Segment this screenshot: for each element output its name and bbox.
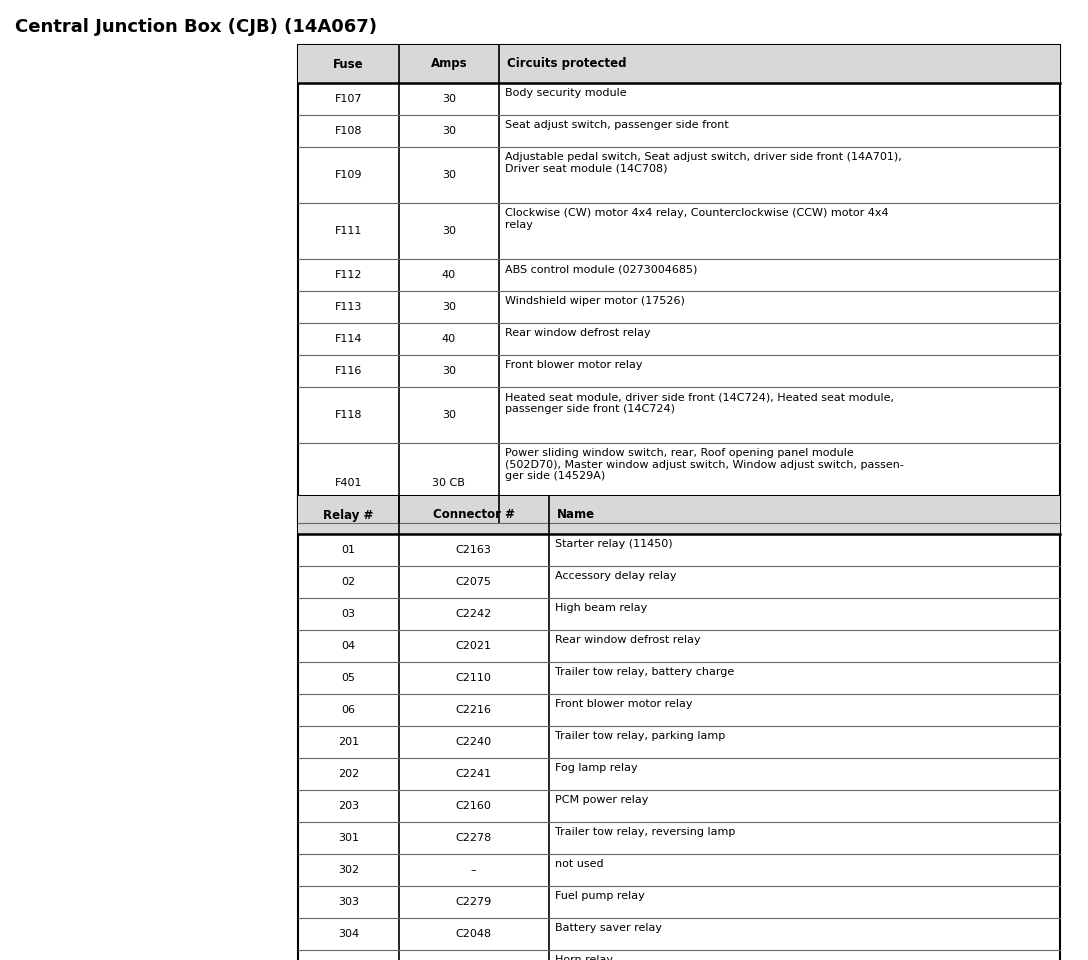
Text: F112: F112 <box>334 270 362 280</box>
Text: Clockwise (CW) motor 4x4 relay, Counterclockwise (CCW) motor 4x4
relay: Clockwise (CW) motor 4x4 relay, Counterc… <box>505 208 889 229</box>
Text: Starter relay (11450): Starter relay (11450) <box>555 539 672 549</box>
Text: F401: F401 <box>334 478 362 488</box>
Text: Rear window defrost relay: Rear window defrost relay <box>505 328 651 338</box>
Text: Power sliding window switch, rear, Roof opening panel module
(502D70), Master wi: Power sliding window switch, rear, Roof … <box>505 448 904 481</box>
Text: 30: 30 <box>442 226 456 236</box>
Text: C2279: C2279 <box>456 897 492 907</box>
Text: C2242: C2242 <box>456 609 492 619</box>
Text: C2216: C2216 <box>456 705 492 715</box>
Text: Horn relay: Horn relay <box>555 955 613 960</box>
Text: Connector #: Connector # <box>433 509 515 521</box>
Text: F109: F109 <box>334 170 362 180</box>
Text: –: – <box>471 865 477 875</box>
Text: Trailer tow relay, parking lamp: Trailer tow relay, parking lamp <box>555 731 725 741</box>
Text: Trailer tow relay, battery charge: Trailer tow relay, battery charge <box>555 667 734 677</box>
Text: Front blower motor relay: Front blower motor relay <box>505 360 643 370</box>
Text: 30: 30 <box>442 94 456 104</box>
Text: 40: 40 <box>442 334 456 344</box>
Text: Fog lamp relay: Fog lamp relay <box>555 763 638 773</box>
Text: F116: F116 <box>335 366 362 376</box>
Text: Trailer tow relay, reversing lamp: Trailer tow relay, reversing lamp <box>555 827 735 837</box>
Text: 06: 06 <box>342 705 356 715</box>
Text: Fuse: Fuse <box>333 58 363 70</box>
Text: High beam relay: High beam relay <box>555 603 647 613</box>
Text: F118: F118 <box>334 410 362 420</box>
Text: 03: 03 <box>342 609 356 619</box>
Text: 30: 30 <box>442 366 456 376</box>
Text: Seat adjust switch, passenger side front: Seat adjust switch, passenger side front <box>505 120 729 130</box>
Text: Adjustable pedal switch, Seat adjust switch, driver side front (14A701),
Driver : Adjustable pedal switch, Seat adjust swi… <box>505 152 902 174</box>
Text: 303: 303 <box>337 897 359 907</box>
Text: Front blower motor relay: Front blower motor relay <box>555 699 692 709</box>
Text: 302: 302 <box>337 865 359 875</box>
Text: Circuits protected: Circuits protected <box>507 58 627 70</box>
Text: 01: 01 <box>342 545 356 555</box>
Text: F114: F114 <box>334 334 362 344</box>
Bar <box>298 45 1060 523</box>
Bar <box>298 45 1060 83</box>
Text: C2163: C2163 <box>456 545 492 555</box>
Text: 202: 202 <box>337 769 359 779</box>
Text: C2075: C2075 <box>456 577 492 587</box>
Text: Body security module: Body security module <box>505 88 627 98</box>
Text: Amps: Amps <box>431 58 467 70</box>
Text: F108: F108 <box>334 126 362 136</box>
Text: Rear window defrost relay: Rear window defrost relay <box>555 635 701 645</box>
Text: Fuel pump relay: Fuel pump relay <box>555 891 644 901</box>
Text: F111: F111 <box>335 226 362 236</box>
Text: C2160: C2160 <box>456 801 492 811</box>
Bar <box>298 496 1060 960</box>
Bar <box>298 496 1060 534</box>
Text: Heated seat module, driver side front (14C724), Heated seat module,
passenger si: Heated seat module, driver side front (1… <box>505 392 894 414</box>
Text: 30: 30 <box>442 410 456 420</box>
Text: PCM power relay: PCM power relay <box>555 795 648 805</box>
Text: 301: 301 <box>337 833 359 843</box>
Text: 30 CB: 30 CB <box>432 478 466 488</box>
Text: Central Junction Box (CJB) (14A067): Central Junction Box (CJB) (14A067) <box>15 18 378 36</box>
Text: C2021: C2021 <box>456 641 492 651</box>
Text: 30: 30 <box>442 126 456 136</box>
Text: 304: 304 <box>337 929 359 939</box>
Text: 30: 30 <box>442 170 456 180</box>
Text: 201: 201 <box>337 737 359 747</box>
Text: C2048: C2048 <box>456 929 492 939</box>
Text: C2278: C2278 <box>456 833 492 843</box>
Text: Relay #: Relay # <box>323 509 373 521</box>
Text: 02: 02 <box>342 577 356 587</box>
Text: 40: 40 <box>442 270 456 280</box>
Text: ABS control module (0273004685): ABS control module (0273004685) <box>505 264 697 274</box>
Text: F113: F113 <box>335 302 362 312</box>
Text: Battery saver relay: Battery saver relay <box>555 923 662 933</box>
Text: C2240: C2240 <box>456 737 492 747</box>
Text: C2110: C2110 <box>456 673 492 683</box>
Text: 30: 30 <box>442 302 456 312</box>
Text: 05: 05 <box>342 673 356 683</box>
Text: Windshield wiper motor (17526): Windshield wiper motor (17526) <box>505 296 685 306</box>
Text: not used: not used <box>555 859 604 869</box>
Text: 04: 04 <box>342 641 356 651</box>
Text: 203: 203 <box>337 801 359 811</box>
Text: C2241: C2241 <box>456 769 492 779</box>
Text: Name: Name <box>557 509 595 521</box>
Text: Accessory delay relay: Accessory delay relay <box>555 571 677 581</box>
Text: F107: F107 <box>334 94 362 104</box>
